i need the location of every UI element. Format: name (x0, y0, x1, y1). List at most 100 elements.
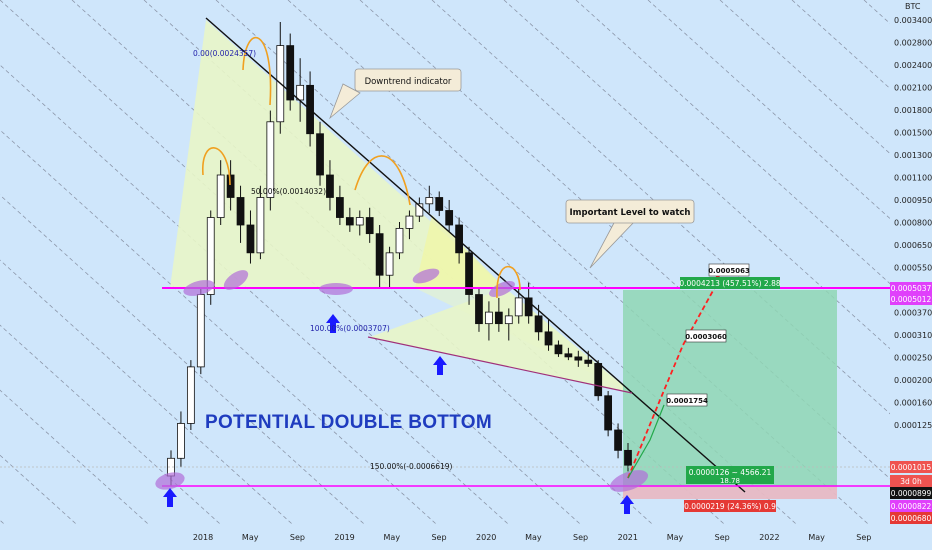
loss-box-bg (684, 500, 776, 512)
candle (286, 33, 295, 111)
candle-body (316, 133, 324, 176)
candle (375, 225, 384, 288)
x-tick-label: May (384, 533, 401, 542)
touch-ellipse (223, 270, 249, 290)
candle-body (177, 423, 185, 459)
descending-wedge-area (370, 288, 632, 393)
price-badge (890, 293, 932, 305)
double-bottom-ellipse (155, 472, 185, 490)
downtrend-callout-text: Downtrend indicator (365, 77, 452, 87)
candle-body (594, 363, 603, 397)
candle (475, 288, 483, 332)
candle-body (435, 197, 444, 211)
position-box: 0.0000126 ~ 4566.21 18.78 (686, 466, 774, 485)
candle-body (336, 197, 344, 218)
x-tick-label: May (808, 533, 825, 542)
important-level-callout-text: Important Level to watch (570, 208, 691, 218)
profit-box-bg (680, 277, 780, 289)
candle-body (196, 294, 205, 368)
time-axis-ticks: 2018 May Sep 2019 May Sep 2020 May Sep 2021 May Sep… (193, 533, 872, 542)
fib-50-label: 50.00%(0.0014032) (251, 187, 326, 196)
low-label: 0.0001754 (666, 393, 708, 407)
x-tick-label: 2018 (193, 533, 213, 542)
candle-body (266, 121, 275, 198)
position-box-subtext: 18.78 (720, 477, 740, 485)
x-tick-label: Sep (573, 533, 588, 542)
downtrend-callout[interactable]: Downtrend indicator (329, 68, 462, 120)
x-tick-label: May (525, 533, 542, 542)
candle-body (455, 224, 463, 254)
candle (365, 207, 374, 243)
arc (202, 147, 231, 186)
up-arrow-icon (620, 495, 634, 514)
price-badge (890, 282, 932, 294)
candle-body (504, 315, 513, 325)
projection-green-path (627, 404, 665, 479)
candle-body (445, 210, 454, 226)
important-level-callout[interactable]: Important Level to watch (565, 199, 695, 269)
fib-100-label: 100.00%(0.0003707) (310, 324, 390, 333)
candle-body (355, 217, 364, 226)
candle (445, 199, 454, 232)
callout-box (354, 68, 462, 92)
candle (326, 160, 334, 211)
x-tick-label: Sep (431, 533, 446, 542)
candle (256, 185, 265, 260)
candle-body (624, 449, 632, 466)
candle-body (216, 174, 225, 218)
candle-body (415, 203, 424, 217)
support-touch-markers (155, 268, 649, 492)
price-badge-text: 0.0000899 (891, 489, 932, 498)
candle-body (405, 215, 414, 229)
projected-path (627, 277, 721, 479)
candle (564, 347, 573, 361)
top-arcs (202, 37, 521, 299)
profit-zone (623, 290, 837, 486)
up-arrow-icon (163, 488, 177, 507)
candle (216, 160, 225, 225)
candle-body (226, 174, 235, 198)
price-badge (890, 475, 932, 487)
position-box-text: 0.0000126 ~ 4566.21 (689, 468, 772, 477)
candle-body (425, 197, 434, 205)
bounce-arrows (163, 314, 634, 514)
x-tick-label: 2022 (759, 533, 779, 542)
low-label-text: 0.0001754 (666, 397, 708, 405)
candle (395, 221, 404, 260)
candle-body (514, 297, 523, 317)
candle (236, 185, 245, 243)
candle (246, 210, 255, 264)
candle-body (604, 395, 613, 431)
candle (604, 391, 613, 437)
price-badge (890, 500, 932, 512)
x-tick-label: May (242, 533, 259, 542)
up-arrow-icon (326, 314, 340, 333)
candle (385, 246, 394, 288)
mid-label: 0.0003060 (685, 329, 727, 343)
label-box (708, 263, 750, 277)
double-bottom-ellipse (609, 470, 649, 492)
profit-box: 0.0004213 (457.51%) 2.88 (679, 277, 781, 289)
callout-pointer (329, 83, 361, 120)
callout-box (565, 199, 695, 224)
arc (242, 37, 272, 106)
candle-body (395, 227, 404, 254)
candle (465, 246, 473, 305)
price-badge-text: 3d 0h (900, 477, 922, 486)
candle-body (385, 252, 394, 276)
candle (574, 350, 583, 367)
x-tick-label: May (667, 533, 684, 542)
touch-ellipse (489, 280, 515, 298)
